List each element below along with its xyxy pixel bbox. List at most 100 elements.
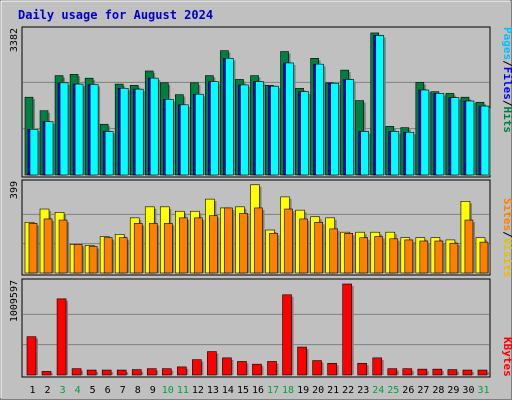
sites-bar bbox=[359, 237, 369, 274]
kbytes-bar bbox=[146, 368, 157, 376]
pages-bar bbox=[405, 131, 415, 176]
day-label: 8 bbox=[135, 385, 141, 396]
pages-bar bbox=[89, 84, 99, 176]
pages-bar bbox=[375, 35, 385, 176]
kbytes-bar bbox=[402, 368, 413, 376]
sites-bar bbox=[299, 218, 308, 274]
legend-pages: Pages bbox=[501, 27, 512, 60]
kbytes-bar bbox=[387, 368, 398, 376]
kbytes-bar bbox=[26, 336, 37, 376]
pages-bar bbox=[450, 97, 460, 176]
sites-bar bbox=[479, 241, 489, 274]
pages-bar bbox=[255, 81, 264, 176]
pages-bar bbox=[44, 121, 54, 176]
kbytes-bar bbox=[267, 361, 277, 376]
day-label: 26 bbox=[402, 385, 414, 396]
sites-bar bbox=[224, 207, 233, 274]
kbytes-legend: KBytes bbox=[501, 337, 512, 377]
kbytes-bar bbox=[327, 362, 337, 376]
sites-bar bbox=[404, 239, 414, 274]
sites-bar bbox=[28, 223, 38, 274]
day-label: 31 bbox=[477, 385, 489, 396]
kbytes-bar bbox=[237, 361, 247, 376]
pages-bar bbox=[119, 88, 129, 176]
kbytes-bar bbox=[192, 359, 202, 376]
day-axis: 1 2 3 4 5 6 7 8 9 10 11 12 13 14 15 16 17 18 19 20 21 22 23 24 2… bbox=[30, 385, 490, 396]
kbytes-bar bbox=[477, 369, 488, 376]
pages-bar bbox=[285, 62, 294, 176]
day-label: 22 bbox=[342, 385, 354, 396]
kbytes-bar bbox=[462, 369, 473, 376]
pages-bar bbox=[210, 81, 219, 176]
sites-bar bbox=[209, 215, 218, 274]
day-label: 13 bbox=[207, 385, 219, 396]
day-label: 5 bbox=[90, 385, 96, 396]
legend-sep-3: / bbox=[501, 231, 512, 238]
day-label: 16 bbox=[252, 385, 264, 396]
pages-bar bbox=[74, 83, 84, 176]
pages-bar bbox=[360, 131, 370, 176]
sites-bar bbox=[194, 217, 203, 274]
day-label: 11 bbox=[177, 385, 189, 396]
kbytes-bar bbox=[297, 346, 307, 376]
pages-bar bbox=[180, 104, 189, 176]
sites-bar bbox=[269, 233, 278, 274]
hits-panel: 3382 Pages/Files/Hits bbox=[9, 26, 512, 178]
day-label: 28 bbox=[432, 385, 444, 396]
sites-bar bbox=[133, 223, 143, 274]
kbytes-bar bbox=[101, 369, 112, 376]
day-label: 27 bbox=[417, 385, 429, 396]
day-label: 3 bbox=[60, 385, 66, 396]
kbytes-bar bbox=[71, 368, 82, 376]
kbytes-bar bbox=[357, 362, 368, 376]
sites-bar bbox=[374, 236, 384, 274]
kbytes-bar bbox=[372, 357, 383, 376]
sites-bar bbox=[239, 213, 248, 274]
pages-bar bbox=[435, 93, 445, 176]
day-label: 7 bbox=[120, 385, 126, 396]
legend-files: Files bbox=[501, 67, 512, 100]
pages-bar bbox=[345, 79, 354, 176]
sites-bar bbox=[449, 242, 459, 274]
kbytes-bar bbox=[131, 369, 142, 376]
day-label: 30 bbox=[462, 385, 474, 396]
sites-bar bbox=[284, 208, 293, 274]
kbytes-bar bbox=[342, 283, 352, 376]
kbytes-bar bbox=[56, 298, 67, 376]
kbytes-panel: 1009597 KBytes bbox=[9, 278, 512, 378]
pages-bar bbox=[59, 82, 69, 176]
kbytes-bar bbox=[312, 360, 322, 376]
pages-bar bbox=[465, 100, 475, 176]
pages-bar bbox=[225, 57, 234, 176]
kbytes-bar bbox=[86, 369, 97, 376]
sites-bar bbox=[419, 240, 429, 274]
day-label: 18 bbox=[282, 385, 294, 396]
day-label: 14 bbox=[222, 385, 234, 396]
day-label: 12 bbox=[192, 385, 204, 396]
legend-sites: Sites bbox=[501, 198, 512, 231]
sites-bar bbox=[179, 217, 188, 274]
legend-hits: Hits bbox=[501, 107, 512, 134]
day-label: 20 bbox=[312, 385, 324, 396]
kbytes-bar bbox=[207, 351, 217, 376]
day-label: 10 bbox=[162, 385, 174, 396]
kbytes-panel-bg bbox=[21, 278, 491, 378]
kbytes-bar bbox=[252, 363, 262, 376]
day-label: 25 bbox=[387, 385, 399, 396]
sites-bar bbox=[464, 219, 474, 274]
kbytes-bar bbox=[417, 368, 428, 376]
kbytes-bar bbox=[116, 369, 127, 376]
legend-visits: Visits bbox=[501, 238, 512, 278]
legend-sep-2: / bbox=[501, 100, 512, 107]
sites-bar bbox=[163, 223, 173, 274]
hits-scale-label: 3382 bbox=[9, 28, 20, 52]
pages-bar bbox=[420, 89, 430, 176]
day-label: 23 bbox=[357, 385, 369, 396]
day-label: 6 bbox=[105, 385, 111, 396]
pages-bar bbox=[240, 84, 249, 176]
sites-bar bbox=[148, 223, 158, 274]
day-label: 19 bbox=[297, 385, 309, 396]
pages-bar bbox=[164, 99, 174, 176]
day-label: 4 bbox=[75, 385, 81, 396]
